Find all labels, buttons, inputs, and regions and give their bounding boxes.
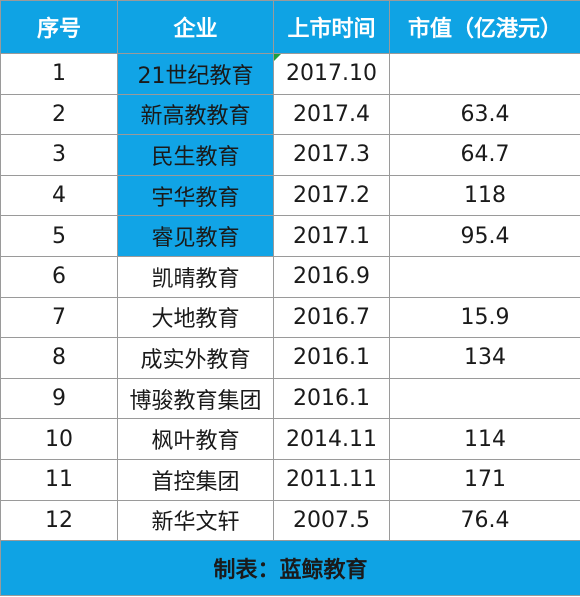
cell-number[interactable]: 1	[0, 53, 118, 95]
footer-credit[interactable]: 制表：蓝鲸教育	[0, 540, 580, 597]
cell-number[interactable]: 2	[0, 93, 118, 136]
cell-number[interactable]: 6	[0, 255, 118, 298]
table-row: 8 成实外教育 2016.1 134	[0, 337, 580, 379]
header-cell-company[interactable]: 企业	[117, 0, 274, 54]
table-row: 12 新华文轩 2007.5 76.4	[0, 499, 580, 542]
cell-market-cap[interactable]	[389, 53, 580, 95]
table-row: 5 睿见教育 2017.1 95.4	[0, 215, 580, 257]
table-row: 9 博骏教育集团 2016.1	[0, 377, 580, 420]
cell-company[interactable]: 宇华教育	[117, 174, 274, 217]
cell-number[interactable]: 11	[0, 458, 118, 501]
cell-listing-date[interactable]: 2016.1	[273, 377, 390, 420]
cell-market-cap[interactable]: 118	[389, 174, 580, 217]
header-cell-number[interactable]: 序号	[0, 0, 118, 54]
cell-listing-date[interactable]: 2017.1	[273, 215, 390, 257]
cell-market-cap[interactable]: 15.9	[389, 296, 580, 339]
cell-company[interactable]: 凯晴教育	[117, 255, 274, 298]
cell-company[interactable]: 首控集团	[117, 458, 274, 501]
cell-company[interactable]: 民生教育	[117, 134, 274, 176]
cell-number[interactable]: 9	[0, 377, 118, 420]
table-row: 10 枫叶教育 2014.11 114	[0, 418, 580, 460]
cell-company[interactable]: 睿见教育	[117, 215, 274, 257]
header-row: 序号 企业 上市时间 市值（亿港元）	[0, 0, 580, 54]
cell-company[interactable]: 枫叶教育	[117, 418, 274, 460]
cell-market-cap[interactable]	[389, 377, 580, 420]
cell-market-cap[interactable]: 64.7	[389, 134, 580, 176]
cell-listing-date[interactable]: 2017.3	[273, 134, 390, 176]
cell-listing-date[interactable]: 2011.11	[273, 458, 390, 501]
table-row: 7 大地教育 2016.7 15.9	[0, 296, 580, 339]
cell-number[interactable]: 12	[0, 499, 118, 542]
cell-number[interactable]: 5	[0, 215, 118, 257]
table-row: 1 21世纪教育 2017.10	[0, 53, 580, 95]
cell-number[interactable]: 3	[0, 134, 118, 176]
cell-market-cap[interactable]: 134	[389, 337, 580, 379]
cell-number[interactable]: 8	[0, 337, 118, 379]
cell-company[interactable]: 博骏教育集团	[117, 377, 274, 420]
cell-listing-date[interactable]: 2007.5	[273, 499, 390, 542]
cell-market-cap[interactable]: 76.4	[389, 499, 580, 542]
cell-listing-date[interactable]: 2016.7	[273, 296, 390, 339]
cell-number[interactable]: 7	[0, 296, 118, 339]
cell-company[interactable]: 成实外教育	[117, 337, 274, 379]
cell-market-cap[interactable]: 95.4	[389, 215, 580, 257]
table-row: 11 首控集团 2011.11 171	[0, 458, 580, 501]
cell-number[interactable]: 10	[0, 418, 118, 460]
cell-listing-date[interactable]: 2017.4	[273, 93, 390, 136]
cell-listing-date[interactable]: 2014.11	[273, 418, 390, 460]
cell-market-cap[interactable]	[389, 255, 580, 298]
header-cell-listing-date[interactable]: 上市时间	[273, 0, 390, 54]
table-row: 6 凯晴教育 2016.9	[0, 255, 580, 298]
cell-company[interactable]: 大地教育	[117, 296, 274, 339]
cell-listing-date[interactable]: 2017.10	[273, 53, 390, 95]
cell-market-cap[interactable]: 63.4	[389, 93, 580, 136]
footer-row: 制表：蓝鲸教育	[0, 540, 580, 597]
cell-listing-date[interactable]: 2016.9	[273, 255, 390, 298]
cell-market-cap[interactable]: 171	[389, 458, 580, 501]
cell-company[interactable]: 21世纪教育	[117, 53, 274, 95]
cell-listing-date[interactable]: 2017.2	[273, 174, 390, 217]
table-row: 3 民生教育 2017.3 64.7	[0, 134, 580, 176]
cell-listing-date[interactable]: 2016.1	[273, 337, 390, 379]
cell-market-cap[interactable]: 114	[389, 418, 580, 460]
table-body: 1 21世纪教育 2017.10 2 新高教教育 2017.4 63.4 3 民生教育 2017.…	[0, 53, 580, 542]
cell-company[interactable]: 新高教教育	[117, 93, 274, 136]
table-row: 4 宇华教育 2017.2 118	[0, 174, 580, 217]
cell-number[interactable]: 4	[0, 174, 118, 217]
table-row: 2 新高教教育 2017.4 63.4	[0, 93, 580, 136]
header-cell-market-cap[interactable]: 市值（亿港元）	[389, 0, 580, 54]
cell-company[interactable]: 新华文轩	[117, 499, 274, 542]
